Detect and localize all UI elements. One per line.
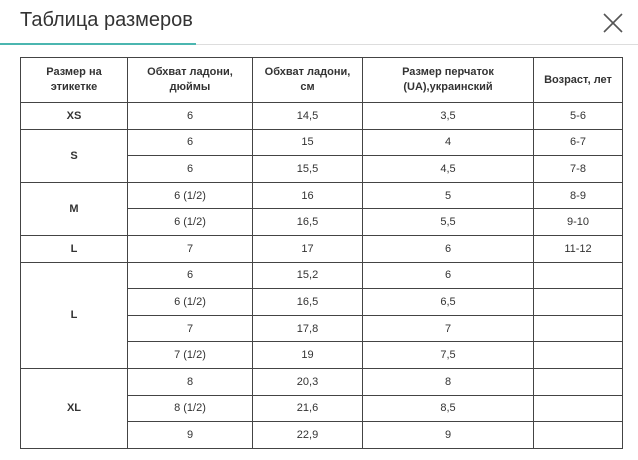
size-cell: S (20, 128, 128, 183)
table-cell: 9-10 (533, 208, 623, 236)
table-row: XL 8 20,3 8 (20, 367, 623, 449)
table-cell: 9 (362, 421, 534, 449)
table-cell: 15 (252, 128, 363, 157)
table-cell: 14,5 (252, 102, 363, 130)
size-table: Размер на этикетке Обхват ладони, дюймы Об… (20, 57, 623, 449)
table-cell: 6-7 (533, 128, 623, 157)
table-cell: 21,6 (252, 394, 363, 423)
table-cell: 8 (1/2) (127, 394, 253, 423)
empty-cell (533, 314, 623, 343)
table-row: 6 (1/2) 16,5 6,5 (21, 288, 623, 316)
close-button[interactable] (602, 12, 624, 34)
table-cell: 4 (362, 128, 534, 157)
column-header: Размер перчаток (UA),украинский (362, 57, 534, 103)
table-cell: 15,2 (252, 261, 363, 290)
table-row: S 6 15 4 6-7 (20, 128, 623, 183)
table-cell: 8-9 (533, 181, 623, 210)
column-header: Размер на этикетке (20, 57, 128, 103)
table-cell: 9 (127, 421, 253, 449)
table-cell: 5 (362, 181, 534, 210)
size-cell: L (20, 261, 128, 369)
column-header: Обхват ладони, дюймы (127, 57, 253, 103)
size-cell: XL (20, 367, 128, 449)
table-cell: 6 (1/2) (127, 181, 253, 210)
column-header: Возраст, лет (533, 57, 623, 103)
empty-cell (533, 288, 623, 316)
table-cell: 16,5 (252, 208, 363, 236)
table-cell: 16 (252, 181, 363, 210)
table-cell: 6,5 (362, 288, 534, 316)
table-cell: 5,5 (362, 208, 534, 236)
table-row: 7 (1/2) 19 7,5 (21, 341, 623, 369)
table-cell: 6 (127, 261, 253, 290)
table-row: L 6 15,2 6 (20, 261, 623, 369)
table-cell: 15,5 (252, 155, 363, 183)
header-row: Размер на этикетке Обхват ладони, дюймы Об… (20, 57, 623, 103)
table-cell: 20,3 (252, 367, 363, 396)
table-cell: 7 (1/2) (127, 341, 253, 369)
table-row: 9 22,9 9 (21, 421, 623, 449)
table-body: XS 6 14,5 3,5 5-6 S 6 15 4 6-7 6 15,5 4,5 7-8 M 6 (1/2)… (20, 102, 623, 449)
table-cell: 8 (127, 367, 253, 396)
table-cell: 7,5 (362, 341, 534, 369)
table-cell: 6 (362, 234, 534, 263)
table-cell: 22,9 (252, 421, 363, 449)
table-cell: 8,5 (362, 394, 534, 423)
table-cell: 4,5 (362, 155, 534, 183)
empty-cell (533, 394, 623, 423)
empty-cell (533, 261, 623, 290)
table-row: 8 (1/2) 21,6 8,5 (21, 394, 623, 423)
table-cell: 7 (362, 314, 534, 343)
table-cell: 7-8 (533, 155, 623, 183)
table-cell: 6 (127, 128, 253, 157)
table-cell: 8 (362, 367, 534, 396)
table-cell: 16,5 (252, 288, 363, 316)
empty-cell (533, 367, 623, 396)
table-cell: 17 (252, 234, 363, 263)
divider-accent (0, 43, 196, 45)
table-cell: 7 (127, 234, 253, 263)
size-cell: L (20, 234, 128, 263)
size-cell: XS (20, 102, 128, 130)
table-cell: 17,8 (252, 314, 363, 343)
size-cell: M (20, 181, 128, 236)
table-cell: 6 (362, 261, 534, 290)
table-row: L 7 17 6 11-12 (20, 234, 623, 263)
empty-cell (533, 341, 623, 369)
table-cell: 7 (127, 314, 253, 343)
table-cell: 6 (1/2) (127, 288, 253, 316)
table-cell: 19 (252, 341, 363, 369)
empty-cell (533, 421, 623, 449)
divider (0, 44, 638, 45)
table-row: XS 6 14,5 3,5 5-6 (20, 102, 623, 130)
table-cell: 3,5 (362, 102, 534, 130)
column-header: Обхват ладони, см (252, 57, 363, 103)
table-cell: 11-12 (533, 234, 623, 263)
table-cell: 6 (127, 155, 253, 183)
table-cell: 6 (1/2) (127, 208, 253, 236)
table-cell: 5-6 (533, 102, 623, 130)
table-cell: 6 (127, 102, 253, 130)
modal-title: Таблица размеров (20, 9, 193, 31)
